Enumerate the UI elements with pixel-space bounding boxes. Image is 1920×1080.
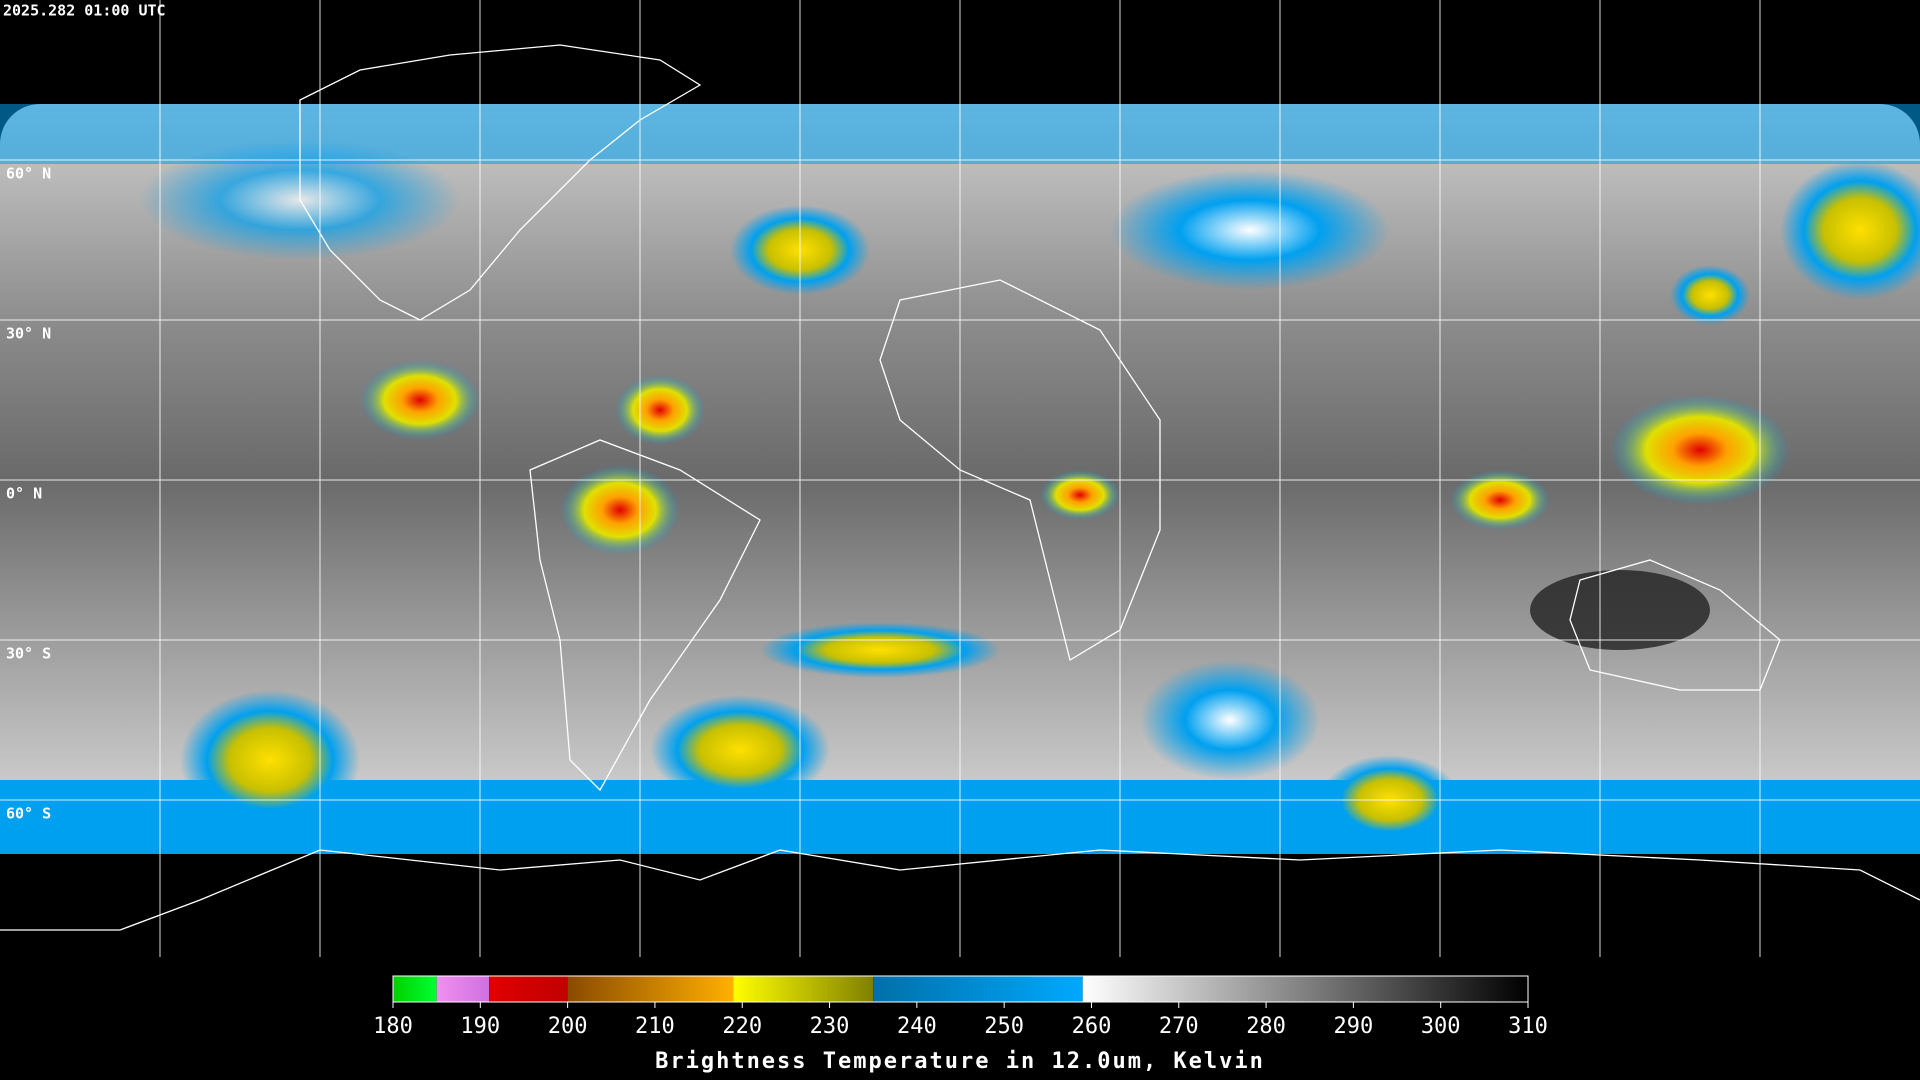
convection xyxy=(360,360,480,440)
colorbar-frame xyxy=(392,975,1529,1003)
colorbar-segment xyxy=(436,976,490,1002)
colorbar-segment xyxy=(873,976,1083,1002)
graticule xyxy=(0,0,1920,957)
cloud xyxy=(1140,660,1320,780)
colorbar-segment xyxy=(393,976,437,1002)
colorbar-segment xyxy=(567,976,734,1002)
colorbar-tick-label: 240 xyxy=(897,1014,937,1039)
colorbar-tick-label: 260 xyxy=(1072,1014,1112,1039)
coastline xyxy=(879,279,1161,662)
latitude-label: 0° N xyxy=(6,485,42,503)
colorbar-tick-label: 290 xyxy=(1334,1014,1374,1039)
storm xyxy=(650,695,830,805)
storm xyxy=(1780,160,1920,300)
latitude-labels: 60° N 30° N 0° N 30° S 60° S xyxy=(6,165,51,823)
convection xyxy=(560,465,680,555)
convection xyxy=(1450,470,1550,530)
colorbar-tick-label: 210 xyxy=(635,1014,675,1039)
colorbar-tick-label: 200 xyxy=(548,1014,588,1039)
latitude-label: 60° S xyxy=(6,805,51,823)
latitude-label: 30° S xyxy=(6,645,51,663)
timestamp: 2025.282 01:00 UTC xyxy=(3,2,166,20)
convection xyxy=(1610,395,1790,505)
colorbar-tick-label: 230 xyxy=(810,1014,850,1039)
storm xyxy=(1670,265,1750,325)
colorbar-tick-label: 190 xyxy=(460,1014,500,1039)
colorbar-tick-label: 250 xyxy=(984,1014,1024,1039)
colorbar-tick-label: 220 xyxy=(722,1014,762,1039)
colorbar-segment xyxy=(1082,976,1528,1002)
colorbar-tick-label: 280 xyxy=(1246,1014,1286,1039)
colorbar-title: Brightness Temperature in 12.0um, Kelvin xyxy=(655,1049,1265,1074)
convection xyxy=(1040,470,1120,520)
colorbar: 180 190 200 210 220 230 240 250 260 270 280 290 300 3… xyxy=(373,975,1548,1039)
latitude-label: 60° N xyxy=(6,165,51,183)
latitude-label: 30° N xyxy=(6,325,51,343)
convection xyxy=(615,375,705,445)
colorbar-segment xyxy=(489,976,568,1002)
storm xyxy=(760,622,1000,678)
coastline xyxy=(0,849,1920,931)
cloud xyxy=(1110,170,1390,290)
colorbar-segment xyxy=(733,976,874,1002)
coastline xyxy=(529,439,761,792)
colorbar-tick-label: 310 xyxy=(1508,1014,1548,1039)
clear-land xyxy=(1530,570,1710,650)
colorbar-tick-label: 270 xyxy=(1159,1014,1199,1039)
storm xyxy=(180,690,360,830)
colorbar-tick-label: 180 xyxy=(373,1014,413,1039)
colorbar-tick-label: 300 xyxy=(1421,1014,1461,1039)
